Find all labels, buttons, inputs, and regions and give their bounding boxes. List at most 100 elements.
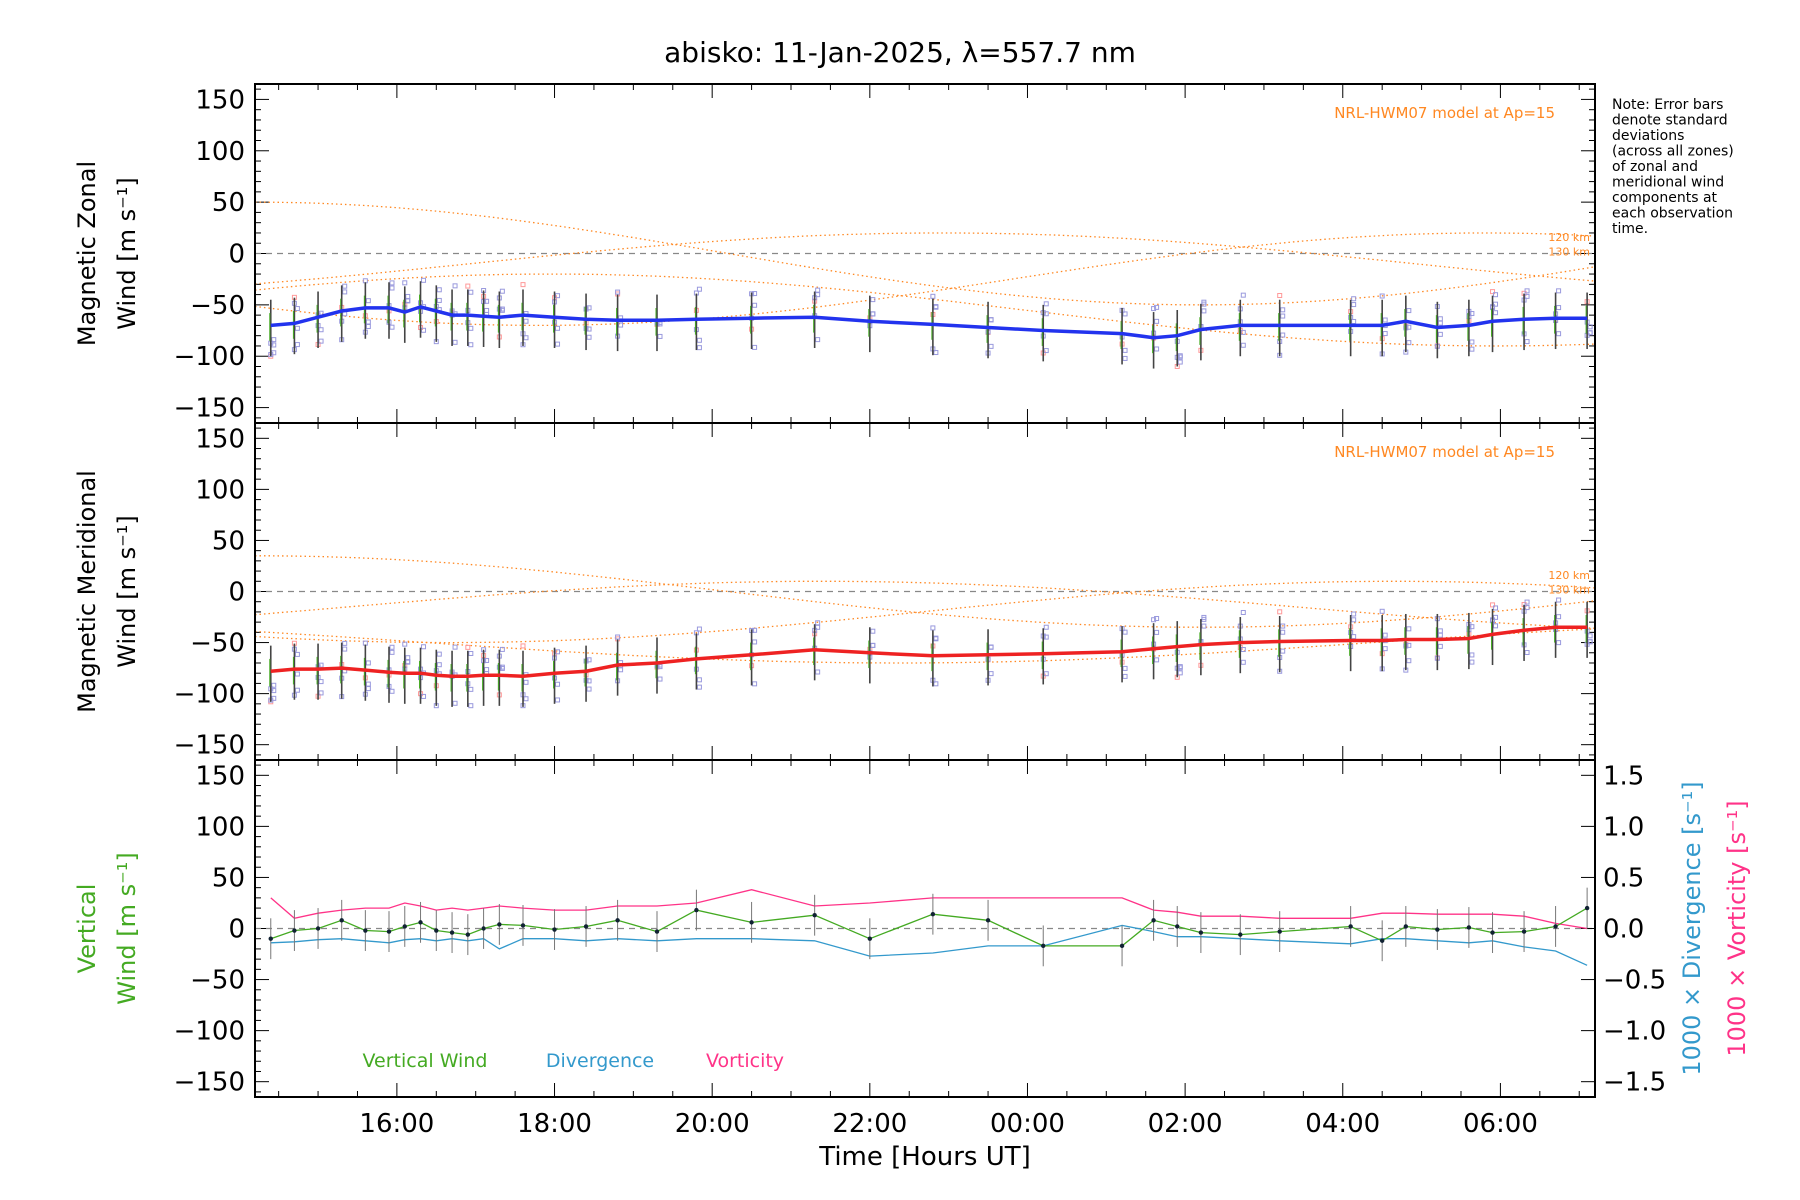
zone-point bbox=[988, 343, 994, 349]
vertical-point bbox=[749, 920, 754, 925]
zone-point bbox=[696, 626, 702, 632]
zone-point bbox=[1280, 313, 1286, 319]
vertical-point bbox=[315, 926, 321, 931]
zone-point bbox=[1201, 614, 1207, 620]
zone-point bbox=[468, 342, 474, 348]
y2-tick-label: 1.0 bbox=[1603, 812, 1644, 842]
model-curve bbox=[254, 580, 1596, 629]
y-tick-label: −150 bbox=[174, 731, 245, 761]
zone-point bbox=[615, 289, 621, 295]
zone-point bbox=[342, 646, 348, 652]
chart-title: abisko: 11-Jan-2025, λ=557.7 nm bbox=[664, 36, 1136, 69]
zone-point bbox=[365, 319, 371, 325]
zone-point bbox=[1151, 617, 1157, 623]
zone-point bbox=[1154, 304, 1160, 310]
zone-point bbox=[421, 644, 427, 650]
zone-point bbox=[468, 686, 474, 692]
y-tick-label: −50 bbox=[190, 966, 245, 996]
zone-point bbox=[988, 317, 994, 323]
y-label-line1: Magnetic Zonal bbox=[73, 161, 101, 346]
zone-point bbox=[294, 651, 300, 657]
series-line-zonal bbox=[270, 305, 1588, 340]
zone-point bbox=[1493, 614, 1499, 620]
note-line: of zonal and bbox=[1612, 159, 1698, 175]
y-label-line2: Wind [m s⁻¹] bbox=[113, 177, 141, 329]
note-line: components at bbox=[1612, 190, 1718, 206]
zone-point bbox=[484, 298, 490, 304]
zone-point bbox=[1437, 331, 1443, 337]
zone-point bbox=[1122, 673, 1128, 679]
note-line: time. bbox=[1612, 221, 1648, 237]
zone-point bbox=[752, 627, 758, 633]
vertical-point bbox=[268, 936, 273, 941]
model-curve bbox=[254, 580, 1596, 644]
zone-point bbox=[1351, 634, 1357, 640]
zone-point bbox=[405, 659, 411, 665]
x-tick-label: 22:00 bbox=[832, 1109, 907, 1139]
zone-point bbox=[1280, 332, 1286, 338]
y-tick-label: 0 bbox=[228, 915, 245, 945]
zone-point bbox=[1201, 308, 1207, 314]
zone-point bbox=[468, 703, 474, 709]
zone-point bbox=[1240, 609, 1246, 615]
zone-point bbox=[752, 639, 758, 645]
y-tick-label: −50 bbox=[190, 629, 245, 659]
vertical-point bbox=[418, 920, 423, 925]
zone-point bbox=[1524, 649, 1530, 655]
legend-entry: Vorticity bbox=[706, 1050, 784, 1072]
y-label-line1: Magnetic Meridional bbox=[73, 470, 101, 713]
zone-point bbox=[1122, 665, 1128, 671]
zone-point bbox=[555, 697, 561, 703]
zone-point bbox=[1043, 671, 1049, 677]
zone-point bbox=[389, 649, 395, 655]
zone-point bbox=[1122, 629, 1128, 635]
x-tick-label: 00:00 bbox=[990, 1109, 1065, 1139]
zone-point bbox=[1043, 634, 1049, 640]
panel-frame bbox=[254, 759, 1596, 1098]
vertical-point bbox=[1553, 924, 1558, 929]
y-tick-label: 100 bbox=[195, 812, 245, 842]
vertical-point bbox=[497, 922, 502, 927]
y-axis-label: Magnetic Meridional Wind [m s⁻¹] bbox=[73, 470, 141, 713]
zone-point bbox=[696, 684, 702, 690]
panel-meridional: 150 100 50 0 −50 −100 −150 Magnetic Meridional W… bbox=[73, 422, 1596, 761]
zone-point bbox=[1382, 317, 1388, 323]
zone-point bbox=[421, 693, 427, 699]
zone-point bbox=[1469, 311, 1475, 317]
vertical-point bbox=[481, 926, 486, 931]
zone-point bbox=[405, 298, 411, 304]
zone-point bbox=[389, 285, 395, 291]
zone-point bbox=[1177, 670, 1183, 676]
zone-point bbox=[1469, 624, 1475, 630]
zone-point bbox=[752, 302, 758, 308]
zone-point bbox=[1437, 316, 1443, 322]
zone-point bbox=[752, 291, 758, 297]
zone-point bbox=[586, 678, 592, 684]
zone-point bbox=[318, 690, 324, 696]
panel-vertical: 150 100 50 0 −50 −100 −150 Vertical Wind [m s⁻¹]… bbox=[73, 759, 1751, 1098]
zone-point bbox=[1154, 346, 1160, 352]
zone-point bbox=[499, 288, 505, 294]
vertical-point bbox=[434, 928, 439, 933]
zone-point bbox=[815, 287, 821, 293]
series-line-divergence bbox=[270, 924, 1588, 966]
y-tick-label: 50 bbox=[212, 526, 245, 556]
zone-point bbox=[1524, 339, 1530, 345]
x-axis-label: Time [Hours UT] bbox=[818, 1142, 1031, 1172]
zone-point bbox=[342, 640, 348, 646]
zone-point bbox=[405, 655, 411, 661]
zone-point bbox=[452, 700, 458, 706]
zone-point bbox=[452, 283, 458, 289]
y2-label-vort-text: 1000 × Vorticity [s⁻¹] bbox=[1723, 800, 1751, 1056]
zone-point bbox=[1351, 318, 1357, 324]
model-curve bbox=[254, 273, 1596, 347]
vertical-point bbox=[867, 936, 873, 941]
zone-point bbox=[1122, 347, 1128, 353]
y2-tick-label: −0.5 bbox=[1603, 966, 1666, 996]
zone-point bbox=[465, 644, 471, 650]
vertical-point bbox=[812, 913, 817, 918]
note-line: meridional wind bbox=[1612, 175, 1724, 191]
zone-point bbox=[1556, 331, 1562, 337]
zone-point bbox=[1556, 288, 1562, 294]
zone-point bbox=[1351, 296, 1357, 302]
